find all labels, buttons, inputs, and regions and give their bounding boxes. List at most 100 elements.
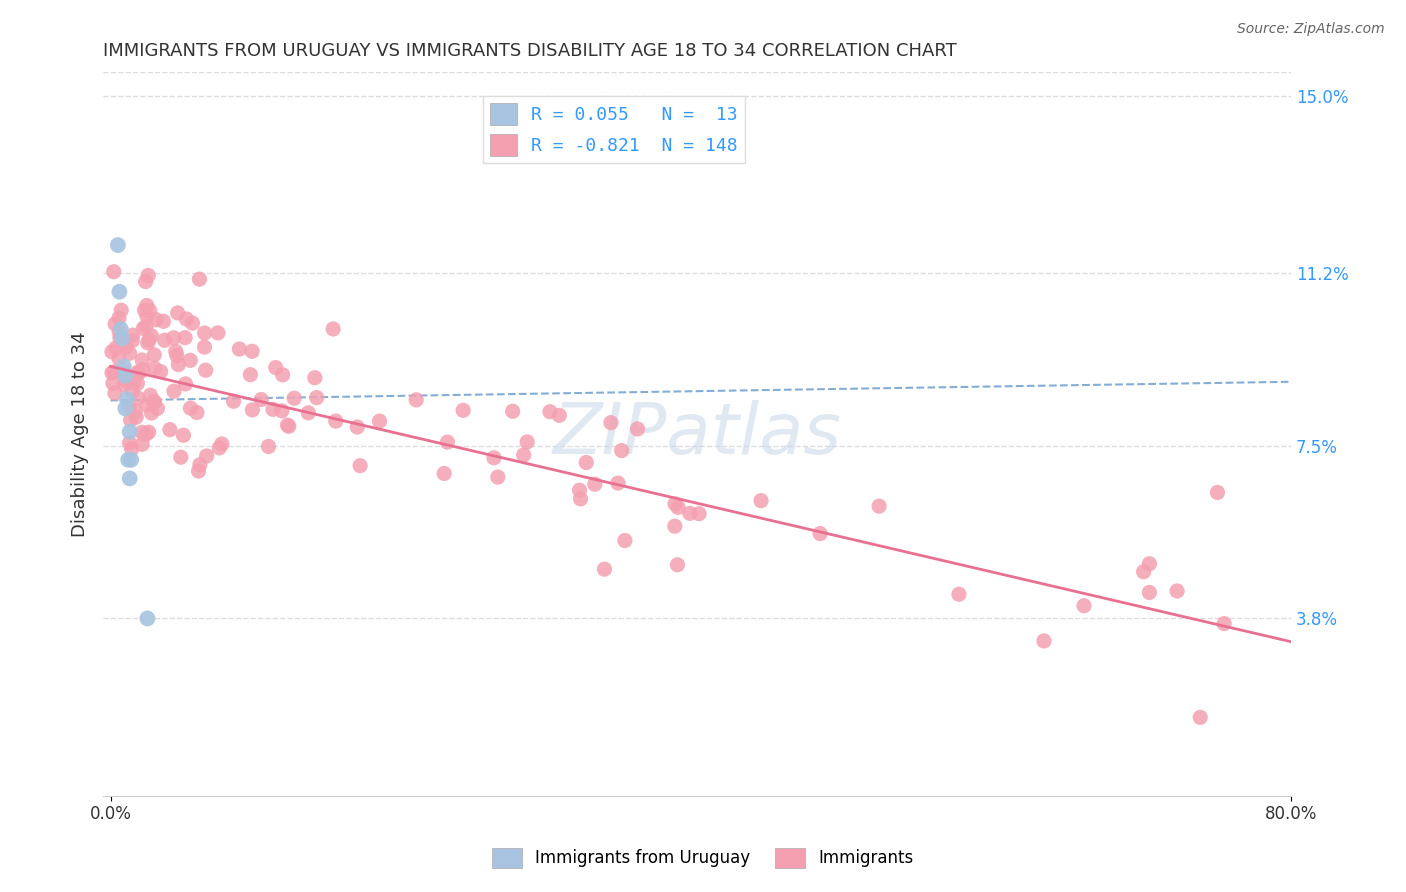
Point — [194, 363, 217, 377]
Point — [512, 448, 534, 462]
Point — [135, 319, 157, 334]
Point — [262, 402, 284, 417]
Point — [136, 398, 159, 412]
Point — [516, 434, 538, 449]
Point — [121, 442, 143, 456]
Point — [127, 376, 149, 391]
Point — [139, 388, 162, 402]
Point — [270, 404, 292, 418]
Point — [170, 450, 193, 465]
Point — [193, 340, 215, 354]
Point — [163, 331, 186, 345]
Point — [349, 458, 371, 473]
Point — [121, 384, 143, 399]
Point — [368, 414, 391, 428]
Point — [141, 406, 163, 420]
Point — [136, 268, 159, 283]
Point — [538, 405, 561, 419]
Point — [664, 519, 686, 533]
Point — [304, 370, 326, 384]
Point — [271, 368, 294, 382]
Point — [502, 404, 524, 418]
Point — [433, 467, 456, 481]
Point — [228, 342, 250, 356]
Point — [107, 351, 129, 365]
Point — [208, 441, 231, 455]
Point — [346, 420, 368, 434]
Point — [948, 587, 970, 601]
Point — [482, 450, 505, 465]
Legend: R = 0.055   N =  13, R = -0.821  N = 148: R = 0.055 N = 13, R = -0.821 N = 148 — [482, 96, 745, 163]
Point — [222, 394, 245, 409]
Point — [325, 414, 347, 428]
Point — [486, 470, 509, 484]
Point — [138, 333, 160, 347]
Point — [166, 349, 188, 363]
Point — [610, 443, 633, 458]
Point — [666, 500, 689, 515]
Point — [121, 328, 143, 343]
Point — [749, 493, 772, 508]
Point — [176, 312, 198, 326]
Point — [600, 416, 623, 430]
Point — [135, 427, 157, 442]
Point — [179, 353, 201, 368]
Point — [242, 403, 264, 417]
Point — [121, 334, 143, 348]
Point — [103, 265, 125, 279]
Point — [118, 346, 141, 360]
Point — [322, 322, 344, 336]
Point — [114, 401, 136, 416]
Point — [181, 316, 204, 330]
Point — [297, 406, 319, 420]
Point — [114, 368, 136, 383]
Point — [135, 275, 157, 289]
Point — [174, 376, 197, 391]
Point — [108, 331, 131, 345]
Point — [145, 312, 167, 326]
Point — [679, 507, 702, 521]
Point — [1139, 557, 1161, 571]
Point — [188, 272, 211, 286]
Point — [195, 449, 218, 463]
Point — [666, 558, 689, 572]
Point — [138, 425, 160, 440]
Point — [152, 314, 174, 328]
Point — [127, 365, 149, 379]
Point — [153, 334, 176, 348]
Point — [143, 348, 166, 362]
Point — [264, 360, 287, 375]
Point — [114, 366, 136, 380]
Point — [136, 335, 159, 350]
Point — [1206, 485, 1229, 500]
Point — [149, 365, 172, 379]
Point — [276, 418, 298, 433]
Point — [112, 377, 135, 392]
Point — [108, 285, 131, 299]
Point — [101, 376, 124, 391]
Point — [163, 384, 186, 399]
Point — [101, 344, 124, 359]
Point — [575, 456, 598, 470]
Point — [111, 335, 134, 350]
Point — [117, 452, 139, 467]
Point — [104, 317, 127, 331]
Point — [167, 358, 190, 372]
Point — [172, 428, 194, 442]
Point — [868, 499, 890, 513]
Point — [122, 376, 145, 391]
Point — [1309, 285, 1331, 299]
Point — [108, 325, 131, 339]
Point — [211, 437, 233, 451]
Point — [143, 361, 166, 376]
Text: Source: ZipAtlas.com: Source: ZipAtlas.com — [1237, 22, 1385, 37]
Point — [186, 405, 208, 419]
Point — [207, 326, 229, 340]
Point — [118, 401, 141, 415]
Point — [110, 322, 132, 336]
Point — [105, 341, 128, 355]
Point — [131, 437, 153, 451]
Point — [112, 359, 135, 374]
Point — [110, 303, 132, 318]
Point — [283, 391, 305, 405]
